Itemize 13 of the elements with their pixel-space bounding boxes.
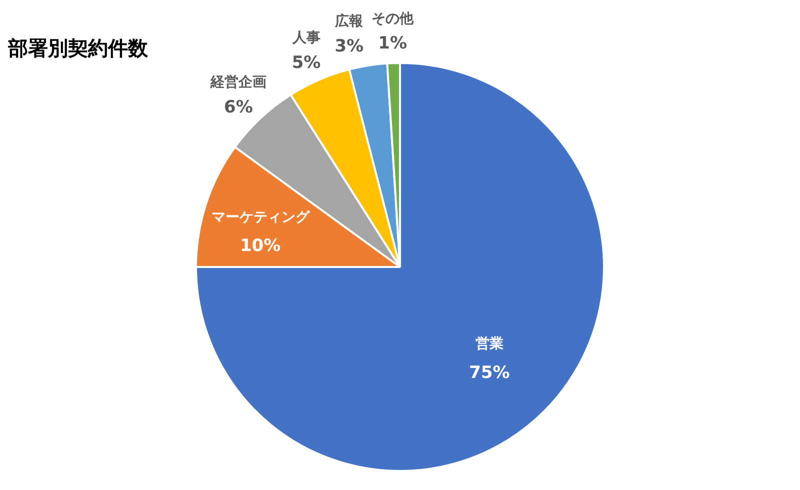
slice-label: 営業 [475,336,504,352]
data-label: 6% [224,97,253,118]
data-label: 1% [378,34,408,54]
slice-label: 人事 [291,30,320,46]
text: 部署別契約件数 [7,36,149,60]
slice-label: その他 [372,10,415,27]
data-label: 10% [240,236,281,256]
data-label: 3% [334,36,364,56]
slice-label: 広報 [334,12,364,30]
slice-label: マーケティング [211,209,310,226]
data-label: 75% [469,362,510,383]
data-label: 5% [292,52,321,73]
slice-label: 経営企画 [209,74,266,91]
